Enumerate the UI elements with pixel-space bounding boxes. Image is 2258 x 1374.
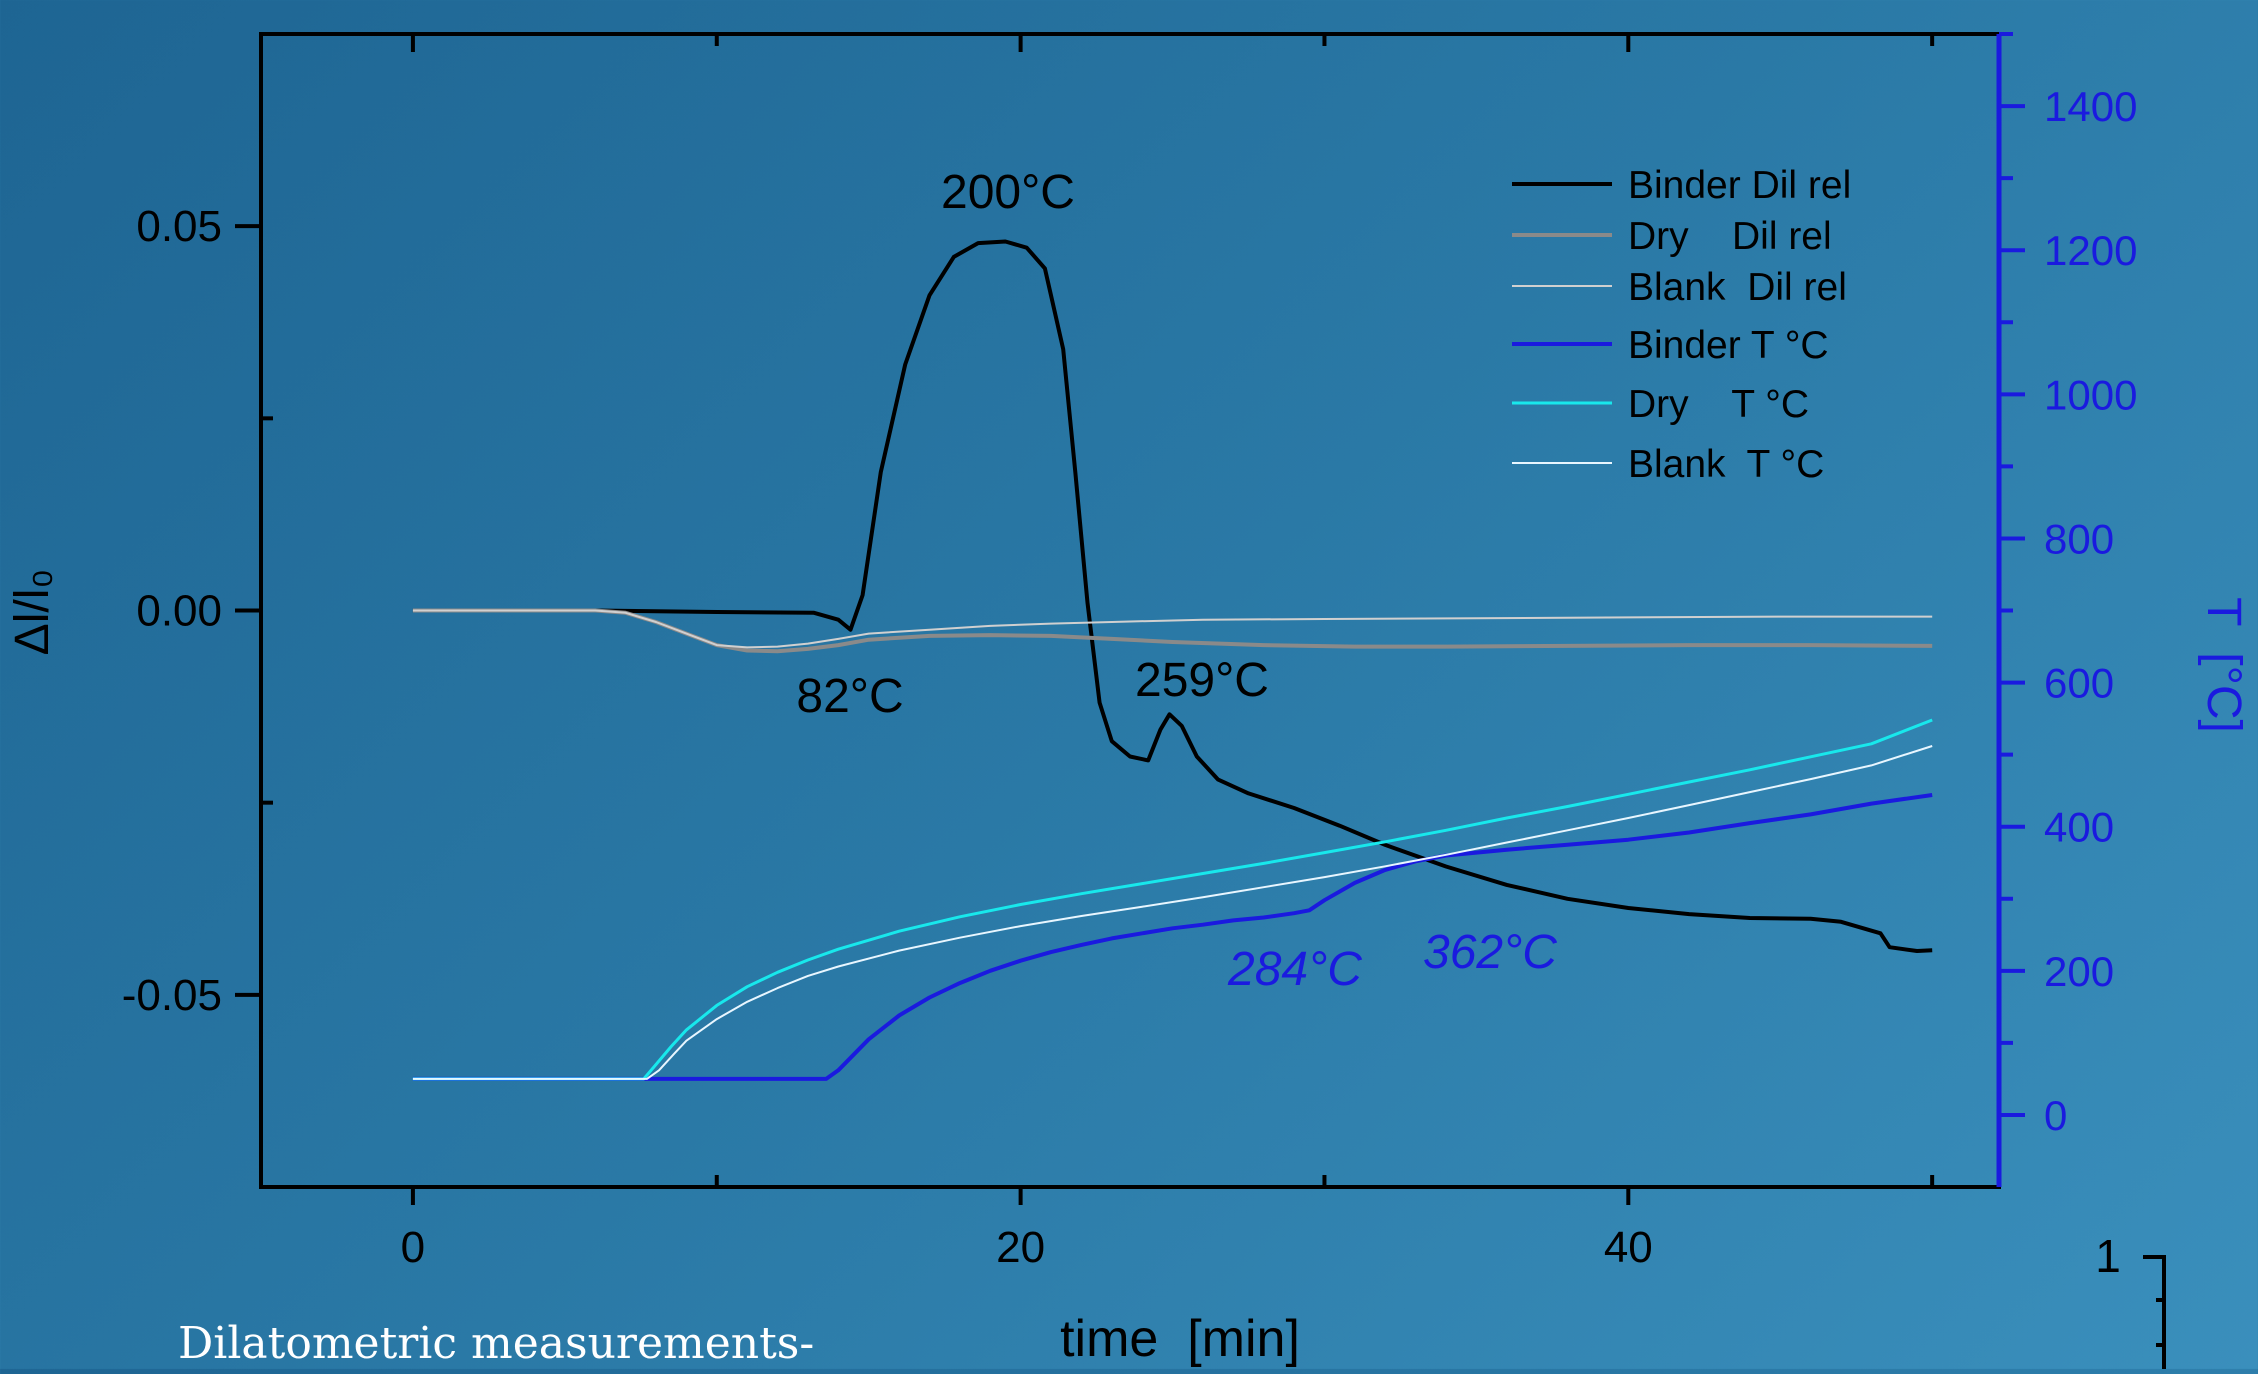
slide-caption: Dilatometric measurements- [178,1318,815,1369]
peak-annotation: 362°C [1423,926,1557,979]
fragment-axis [2143,1255,2166,1369]
y-right-axis-label: T [°C] [2197,597,2250,733]
y-right-tick-label: 600 [2044,660,2114,707]
y-left-tick-label: 0.05 [136,202,222,251]
x-tick-label: 0 [401,1223,425,1272]
y-left-tick-label: 0.00 [136,587,222,636]
series-line-1 [412,239,1933,953]
y-right-tick-label: 200 [2044,948,2114,995]
legend: Binder Dil rel Dry Dil rel Blank Dil rel Bi… [1512,164,1851,486]
series-line-6 [412,745,1933,1080]
legend-label: Binder Dil rel [1628,164,1851,207]
fragment-tick-label: 1 [2095,1230,2121,1282]
x-tick-label: 20 [996,1223,1045,1272]
y-right-tick-label: 1400 [2044,83,2137,130]
x-tick-label: 40 [1604,1223,1653,1272]
legend-label: Binder T °C [1628,324,1829,367]
x-axis-label: time [min] [1060,1310,1300,1368]
legend-label: Blank T °C [1628,443,1824,486]
legend-label: Dry T °C [1628,383,1809,426]
y-right-tick-label: 800 [2044,515,2114,562]
series-line-4 [412,793,1933,1081]
y-left-axis-label: Δl/l₀ [6,569,59,656]
legend-label: Dry Dil rel [1628,215,1832,258]
peak-annotation: 259°C [1135,654,1269,707]
series-line-5 [412,718,1933,1081]
series-line-3 [412,609,1933,649]
y-left-tick-label: -0.05 [122,971,222,1020]
y-right-tick-label: 1200 [2044,227,2137,274]
y-right-tick-label: 1000 [2044,371,2137,418]
legend-label: Blank Dil rel [1628,266,1847,309]
peak-annotation: 82°C [796,670,903,723]
peak-annotation: 200°C [941,166,1075,219]
y-right-tick-label: 0 [2044,1092,2067,1139]
y-right-tick-label: 400 [2044,804,2114,851]
peak-annotation: 284°C [1227,943,1362,996]
